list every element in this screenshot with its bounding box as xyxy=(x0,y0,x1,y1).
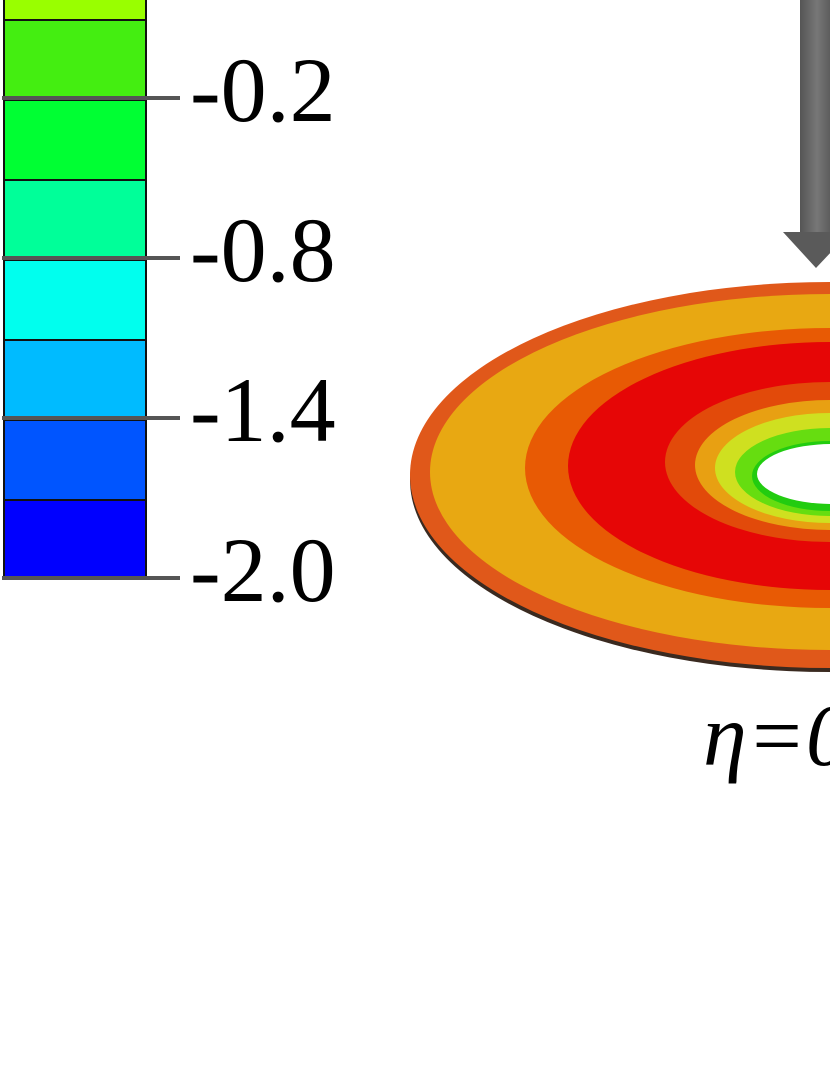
colorbar xyxy=(3,0,147,579)
colorbar-label: -2.0 xyxy=(190,519,336,621)
colorbar-ticks xyxy=(2,96,180,580)
colorbar-label: -0.2 xyxy=(190,39,336,141)
load-arrow xyxy=(783,0,830,268)
disk xyxy=(410,282,830,672)
colorbar-label: -1.4 xyxy=(190,359,336,461)
caption: η=0 xyxy=(703,688,830,785)
colorbar-label: -0.8 xyxy=(190,199,336,301)
